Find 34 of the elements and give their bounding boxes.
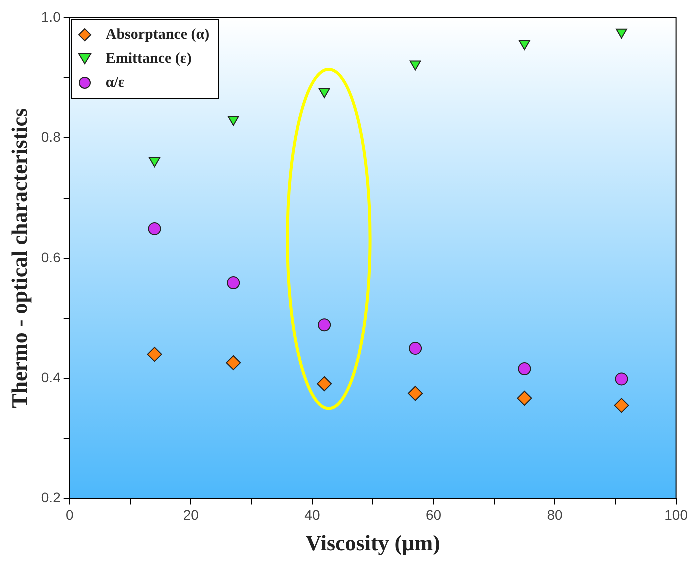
y-axis-title: Thermo - optical characteristics bbox=[6, 108, 32, 408]
point bbox=[318, 88, 330, 98]
point bbox=[227, 276, 240, 290]
point bbox=[228, 116, 240, 126]
point bbox=[410, 60, 422, 71]
x-axis-title: Viscosity (µm) bbox=[306, 530, 440, 556]
point bbox=[519, 40, 530, 50]
point bbox=[409, 342, 422, 356]
y-tick-label: 0.2 bbox=[41, 490, 62, 506]
point bbox=[318, 318, 332, 332]
legend-label: Emittance (ε) bbox=[106, 50, 192, 68]
point bbox=[317, 376, 332, 392]
point bbox=[614, 398, 630, 414]
y-tick-label: 0.8 bbox=[41, 129, 62, 146]
x-tick-label: 60 bbox=[426, 507, 442, 524]
point bbox=[517, 390, 532, 406]
point bbox=[148, 222, 162, 236]
y-tick-label: 0.4 bbox=[41, 369, 62, 386]
x-tick-label: 80 bbox=[547, 507, 564, 524]
point bbox=[408, 386, 424, 402]
point bbox=[616, 28, 628, 39]
point bbox=[615, 372, 628, 386]
x-tick-label: 0 bbox=[66, 507, 74, 524]
legend-label: Absorptance (α) bbox=[106, 26, 210, 44]
point bbox=[147, 347, 162, 362]
point bbox=[226, 355, 242, 370]
x-tick-label: 40 bbox=[304, 507, 320, 524]
legend-label: α/ε bbox=[106, 74, 125, 92]
point bbox=[149, 158, 160, 168]
point bbox=[518, 362, 532, 376]
x-tick-label: 20 bbox=[183, 507, 200, 524]
y-tick-label: 1.0 bbox=[41, 8, 62, 25]
x-tick-label: 100 bbox=[664, 507, 688, 524]
y-tick-label: 0.6 bbox=[41, 249, 62, 266]
